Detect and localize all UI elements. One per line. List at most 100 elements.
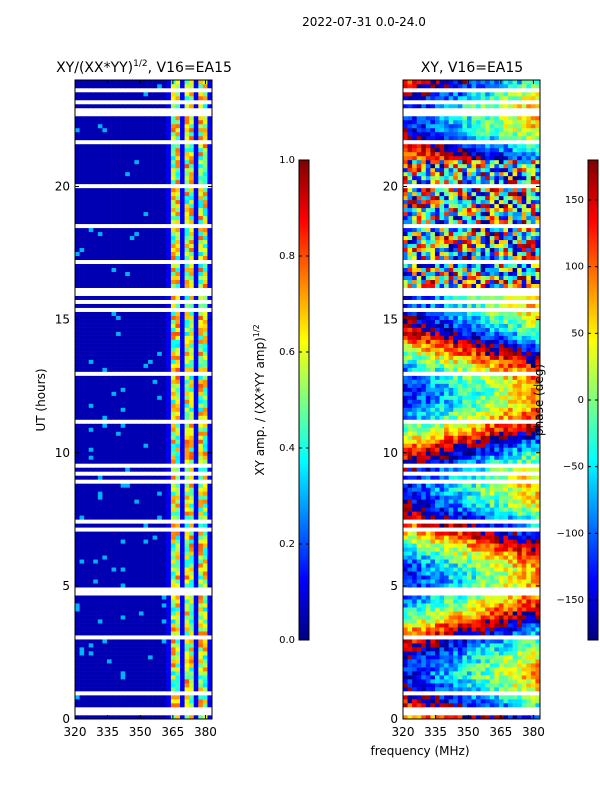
amplitude-cell <box>102 667 107 671</box>
amplitude-cell <box>89 683 94 687</box>
amplitude-cell <box>107 571 112 575</box>
amplitude-cell <box>107 519 112 523</box>
amplitude-cell <box>180 284 185 288</box>
amplitude-cell <box>198 304 203 308</box>
amplitude-cell <box>194 539 199 543</box>
amplitude-cell <box>125 108 130 112</box>
amplitude-cell <box>203 236 208 240</box>
amplitude-cell <box>198 675 203 679</box>
amplitude-cell <box>194 511 199 515</box>
amplitude-cell <box>175 100 180 104</box>
amplitude-cell <box>116 288 121 292</box>
amplitude-cell <box>139 304 144 308</box>
x-tick-label: 335 <box>96 725 119 739</box>
amplitude-cell <box>130 280 135 284</box>
amplitude-cell <box>194 376 199 380</box>
amplitude-cell <box>102 407 107 411</box>
amplitude-cell <box>84 228 89 232</box>
amplitude-cell <box>112 683 117 687</box>
amplitude-cell <box>134 324 139 328</box>
amplitude-cell <box>153 563 158 567</box>
amplitude-cell <box>134 479 139 483</box>
amplitude-heatmap <box>75 80 212 719</box>
amplitude-cell <box>80 124 85 128</box>
amplitude-cell <box>98 376 103 380</box>
amplitude-cell <box>89 635 94 639</box>
amplitude-cell <box>84 583 89 587</box>
amplitude-cell <box>139 443 144 447</box>
amplitude-cell <box>189 96 194 100</box>
amplitude-cell <box>157 623 162 627</box>
amplitude-cell <box>203 88 208 92</box>
amplitude-cell <box>121 619 126 623</box>
amplitude-cell <box>116 423 121 427</box>
amplitude-cell <box>153 280 158 284</box>
amplitude-cell <box>116 240 121 244</box>
amplitude-cell <box>166 384 171 388</box>
amplitude-cell <box>89 124 94 128</box>
amplitude-cell <box>107 487 112 491</box>
amplitude-cell <box>189 427 194 431</box>
amplitude-cell <box>189 631 194 635</box>
amplitude-cell <box>80 495 85 499</box>
amplitude-cell <box>171 579 176 583</box>
amplitude-cell <box>84 352 89 356</box>
amplitude-cell <box>189 615 194 619</box>
amplitude-cell <box>180 495 185 499</box>
amplitude-cell <box>189 176 194 180</box>
amplitude-cell <box>80 431 85 435</box>
amplitude-cell <box>198 655 203 659</box>
amplitude-cell <box>203 316 208 320</box>
amplitude-cell <box>203 248 208 252</box>
amplitude-cell <box>139 523 144 527</box>
amplitude-cell <box>139 236 144 240</box>
amplitude-cell <box>134 132 139 136</box>
amplitude-cell <box>80 563 85 567</box>
amplitude-cell <box>180 332 185 336</box>
amplitude-cell <box>80 551 85 555</box>
amplitude-cell <box>180 515 185 519</box>
phase-cell <box>517 711 522 715</box>
amplitude-cell <box>139 376 144 380</box>
amplitude-cell <box>148 707 153 711</box>
amplitude-cell <box>148 583 153 587</box>
amplitude-cell <box>75 128 80 132</box>
amplitude-cell <box>121 108 126 112</box>
amplitude-cell <box>198 667 203 671</box>
amplitude-cell <box>153 168 158 172</box>
amplitude-cell <box>198 615 203 619</box>
amplitude-cell <box>194 575 199 579</box>
amplitude-cell <box>112 132 117 136</box>
amplitude-cell <box>180 344 185 348</box>
amplitude-cell <box>185 495 190 499</box>
amplitude-cell <box>75 176 80 180</box>
amplitude-cell <box>162 336 167 340</box>
amplitude-cell <box>107 415 112 419</box>
amplitude-cell <box>75 651 80 655</box>
amplitude-cell <box>125 535 130 539</box>
amplitude-cell <box>194 463 199 467</box>
amplitude-cell <box>134 703 139 707</box>
amplitude-cell <box>148 184 153 188</box>
amplitude-cell <box>162 136 167 140</box>
amplitude-cell <box>80 543 85 547</box>
amplitude-cell <box>185 699 190 703</box>
amplitude-cell <box>102 168 107 172</box>
amplitude-cell <box>175 352 180 356</box>
amplitude-cell <box>175 384 180 388</box>
amplitude-cell <box>121 679 126 683</box>
amplitude-cell <box>185 403 190 407</box>
amplitude-cell <box>107 364 112 368</box>
amplitude-cell <box>98 495 103 499</box>
amplitude-cell <box>162 531 167 535</box>
amplitude-cell <box>166 204 171 208</box>
amplitude-cell <box>153 316 158 320</box>
amplitude-cell <box>112 320 117 324</box>
amplitude-cell <box>162 180 167 184</box>
amplitude-cell <box>98 140 103 144</box>
amplitude-cell <box>139 232 144 236</box>
amplitude-cell <box>175 188 180 192</box>
amplitude-cell <box>171 611 176 615</box>
amplitude-cell <box>98 224 103 228</box>
amplitude-cell <box>189 300 194 304</box>
